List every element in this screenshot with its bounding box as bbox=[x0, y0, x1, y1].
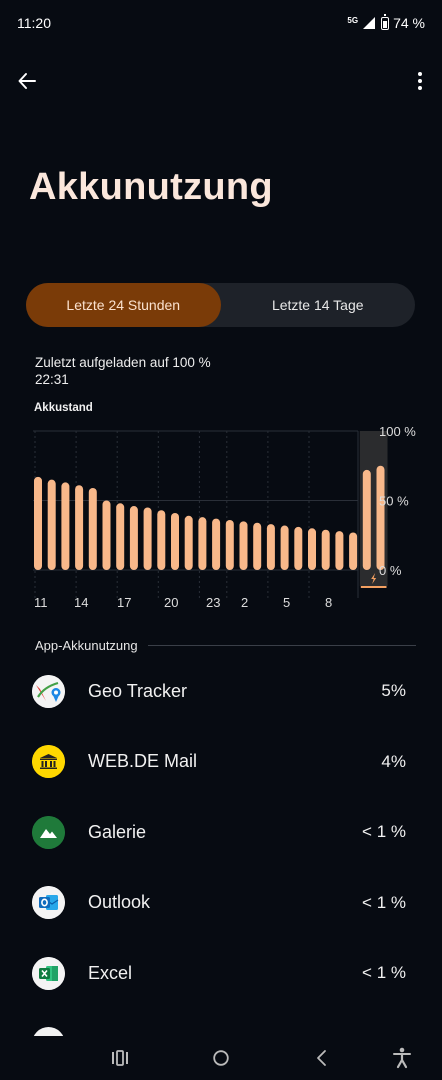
chart-bar bbox=[34, 476, 42, 570]
chart-bar bbox=[280, 525, 289, 570]
status-bar: 11:20 5G 74 % bbox=[0, 0, 442, 46]
app-name: Geo Tracker bbox=[88, 680, 188, 701]
chart-bar bbox=[143, 507, 152, 570]
chart-title: Akkustand bbox=[34, 402, 93, 414]
accessibility-icon bbox=[393, 1047, 411, 1069]
chart-bar bbox=[184, 515, 193, 570]
battery-percent: 74 % bbox=[393, 15, 425, 31]
geo-tracker-icon bbox=[32, 674, 65, 708]
last-charged-line: Zuletzt aufgeladen auf 100 % bbox=[35, 355, 211, 370]
app-row-webde-mail[interactable]: WEB.DE Mail 4% bbox=[0, 727, 442, 798]
app-usage-value: < 1 % bbox=[362, 963, 406, 983]
section-title: App-Akkunutzung bbox=[35, 638, 138, 653]
app-row-excel[interactable]: Excel < 1 % bbox=[0, 938, 442, 1009]
more-vert-icon-dot bbox=[418, 79, 422, 83]
more-options-button[interactable] bbox=[408, 66, 432, 96]
app-row-geo-tracker[interactable]: Geo Tracker 5% bbox=[0, 656, 442, 727]
home-icon bbox=[213, 1050, 229, 1066]
app-usage-value: 4% bbox=[381, 751, 406, 771]
page-title: Akkunutzung bbox=[29, 166, 273, 208]
top-app-bar bbox=[0, 60, 442, 104]
x-tick-label: 23 bbox=[206, 595, 220, 610]
last-charged-time: 22:31 bbox=[35, 372, 69, 387]
app-name: Galerie bbox=[88, 821, 147, 842]
x-tick-label: 5 bbox=[283, 595, 290, 610]
outlook-icon bbox=[32, 886, 65, 920]
chart-bar bbox=[212, 518, 221, 570]
app-name: Outlook bbox=[88, 892, 151, 913]
app-name: WEB.DE Mail bbox=[88, 751, 198, 772]
app-name: Excel bbox=[88, 962, 133, 983]
signal-icon bbox=[363, 17, 376, 29]
app-usage-section-header: App-Akkunutzung bbox=[35, 638, 416, 653]
x-tick-label: 17 bbox=[117, 595, 131, 610]
recent-apps-button[interactable] bbox=[108, 1046, 132, 1070]
app-row-outlook[interactable]: Outlook < 1 % bbox=[0, 868, 442, 939]
charging-bolt-icon bbox=[371, 573, 377, 584]
gallery-icon bbox=[32, 815, 65, 849]
webde-mail-icon bbox=[32, 745, 65, 779]
x-tick-label: 14 bbox=[74, 595, 88, 610]
app-usage-value: < 1 % bbox=[362, 892, 406, 912]
back-nav-button[interactable] bbox=[310, 1046, 334, 1070]
y-tick-label: 100 % bbox=[379, 424, 416, 439]
chart-bar bbox=[157, 510, 166, 570]
chart-bar bbox=[116, 503, 125, 570]
app-usage-value: < 1 % bbox=[362, 822, 406, 842]
chart-bar bbox=[294, 526, 303, 570]
excel-icon bbox=[32, 956, 65, 990]
tab-last-24-hours[interactable]: Letzte 24 Stunden bbox=[26, 283, 221, 327]
chart-bar bbox=[266, 524, 275, 570]
home-button[interactable] bbox=[209, 1046, 233, 1070]
status-indicators: 5G 74 % bbox=[347, 13, 425, 31]
time-range-tabs: Letzte 24 Stunden Letzte 14 Tage bbox=[26, 283, 415, 327]
system-navigation-bar bbox=[0, 1036, 442, 1080]
chart-bar bbox=[225, 519, 234, 570]
chart-bar bbox=[321, 529, 330, 570]
app-row-gallery[interactable]: Galerie < 1 % bbox=[0, 797, 442, 868]
app-usage-list: Geo Tracker 5% WEB.DE Mail 4% Ga bbox=[0, 656, 442, 1009]
chart-bar bbox=[129, 506, 138, 570]
recent-apps-icon bbox=[112, 1050, 128, 1066]
battery-level-chart: 100 % 50 % 0 % 11 14 17 20 23 2 5 8 bbox=[33, 424, 416, 610]
app-usage-value: 5% bbox=[381, 681, 406, 701]
x-tick-label: 8 bbox=[325, 595, 332, 610]
y-tick-label: 0 % bbox=[379, 563, 402, 578]
chart-bar bbox=[88, 487, 97, 570]
chart-bar bbox=[198, 517, 207, 570]
chevron-left-icon bbox=[317, 1050, 326, 1066]
chart-bar bbox=[253, 522, 262, 570]
chart-bar bbox=[376, 465, 385, 570]
section-divider bbox=[147, 645, 416, 646]
accessibility-button[interactable] bbox=[390, 1046, 414, 1070]
tab-last-14-days[interactable]: Letzte 14 Tage bbox=[271, 297, 364, 313]
chart-bar bbox=[335, 531, 344, 570]
x-tick-label: 11 bbox=[34, 595, 48, 610]
chart-bar bbox=[349, 532, 358, 570]
charging-underline bbox=[360, 586, 387, 588]
more-vert-icon-dot bbox=[418, 86, 422, 90]
arrow-back-icon bbox=[18, 73, 36, 89]
status-time: 11:20 bbox=[17, 15, 51, 31]
chart-bar bbox=[308, 528, 316, 570]
chart-bar bbox=[47, 479, 56, 570]
chart-bar bbox=[171, 513, 179, 570]
battery-icon bbox=[381, 13, 390, 30]
x-tick-label: 2 bbox=[241, 595, 248, 610]
y-tick-label: 50 % bbox=[379, 494, 409, 509]
x-tick-label: 20 bbox=[164, 595, 178, 610]
more-vert-icon bbox=[418, 72, 422, 76]
chart-bar bbox=[61, 482, 70, 570]
chart-bar bbox=[102, 500, 111, 570]
chart-bar bbox=[362, 469, 371, 570]
chart-bar bbox=[75, 485, 84, 570]
network-type: 5G bbox=[347, 15, 359, 25]
back-button[interactable] bbox=[12, 66, 42, 96]
last-charged-info: Zuletzt aufgeladen auf 100 % 22:31 bbox=[35, 354, 211, 388]
chart-bar bbox=[239, 521, 248, 570]
